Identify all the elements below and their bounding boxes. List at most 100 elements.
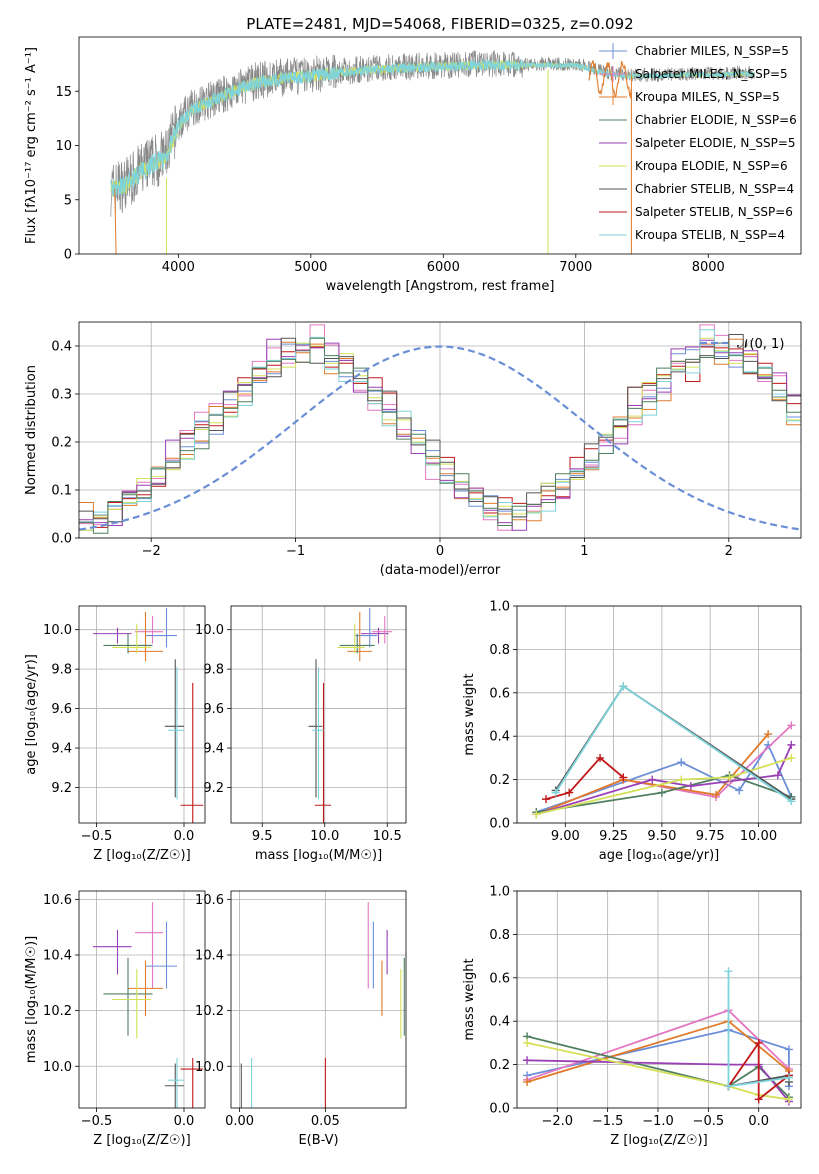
x-tick-label: 1 <box>580 544 588 559</box>
plus-marker <box>787 740 796 749</box>
histogram-series <box>79 337 801 531</box>
panel-5: 9.00 9.25 9.50 9.75 10.00 0.0 0.2 0.4 0.6 0.8 1.0 a… <box>462 600 802 863</box>
x-tick-label: −0.5 <box>693 1114 725 1129</box>
lines-group <box>532 682 796 819</box>
y-tick-label: 10 <box>55 139 72 154</box>
x-tick-label: 10.0 <box>310 829 339 844</box>
normal-curve <box>79 345 801 531</box>
axes-frame <box>230 890 407 1109</box>
y-tick-label: 15 <box>55 85 72 100</box>
legend-label: Chabrier STELIB, N_SSP=4 <box>635 182 794 196</box>
x-tick-label: 9.25 <box>599 829 628 844</box>
y-tick-label: 9.6 <box>51 702 72 717</box>
y-tick-label: 9.4 <box>51 742 72 757</box>
x-tick-label: 9.50 <box>647 829 676 844</box>
panel-2: −2 −1 0 1 2 0.0 0.1 0.2 0.3 0.4 (data-model)/error… <box>24 321 802 578</box>
x-tick-label: 9.75 <box>696 829 725 844</box>
plus-marker <box>787 753 796 762</box>
plus-marker <box>686 782 695 791</box>
x-axis-label: (data-model)/error <box>380 563 501 578</box>
spectrum-orange-segment <box>588 60 632 100</box>
y-tick-label: 9.6 <box>203 702 224 717</box>
spectrum-data-line <box>110 50 755 217</box>
axes-frame <box>78 890 206 1109</box>
y-tick-label: 10.2 <box>195 1004 224 1019</box>
plus-marker <box>754 1095 763 1104</box>
figure-title: PLATE=2481, MJD=54068, FIBERID=0325, z=0… <box>246 15 633 33</box>
y-axis-label: Flux [fλ10⁻¹⁷ erg cm⁻² s⁻¹ A⁻¹] <box>24 47 39 244</box>
plus-marker <box>754 1038 763 1047</box>
y-tick-label: 0.4 <box>489 1015 510 1030</box>
y-tick-label: 0.0 <box>489 817 510 832</box>
y-tick-label: 9.8 <box>203 663 224 678</box>
plus-marker <box>784 1073 793 1082</box>
y-tick-label: 9.8 <box>51 663 72 678</box>
plus-marker <box>532 810 541 819</box>
legend-label: Kroupa STELIB, N_SSP=4 <box>635 228 785 242</box>
series-line <box>526 1042 790 1101</box>
plus-marker <box>711 790 720 799</box>
histogram-group <box>79 324 801 534</box>
plus-marker <box>784 1095 793 1104</box>
errorbar-group <box>93 902 204 1108</box>
axes-frame <box>78 321 802 539</box>
y-tick-label: 10.2 <box>43 1004 72 1019</box>
plus-marker <box>724 967 733 976</box>
x-tick-label: −0.5 <box>81 829 113 844</box>
y-tick-label: 0.0 <box>489 1102 510 1117</box>
y-tick-label: 0.3 <box>51 388 72 403</box>
x-tick-label: 0.0 <box>174 829 195 844</box>
y-tick-label: 10.4 <box>43 948 72 963</box>
errorbar-group <box>240 902 405 1108</box>
x-axis-label: mass [log₁₀(M/M☉)] <box>255 848 382 863</box>
axes-frame <box>516 890 802 1109</box>
plus-marker <box>657 788 666 797</box>
plus-marker <box>619 682 628 691</box>
lines-group <box>523 967 793 1106</box>
plus-marker <box>523 1038 532 1047</box>
y-tick-label: 9.2 <box>51 781 72 796</box>
y-tick-label: 1.0 <box>489 600 510 615</box>
plus-marker <box>787 721 796 730</box>
plus-marker <box>677 758 686 767</box>
x-axis-label: Z [log₁₀(Z/Z☉)] <box>93 848 190 863</box>
axes-frame <box>516 605 802 824</box>
x-tick-label: 0.0 <box>174 1114 195 1129</box>
edge-drop <box>114 188 117 254</box>
plus-marker <box>551 788 560 797</box>
x-tick-label: 2 <box>725 544 733 559</box>
axes-frame <box>230 605 407 824</box>
plus-marker <box>523 1077 532 1086</box>
series-line <box>545 756 624 800</box>
x-tick-label: −0.5 <box>81 1114 113 1129</box>
plus-marker <box>677 775 686 784</box>
x-tick-label: 9.5 <box>252 829 273 844</box>
y-tick-label: 0.2 <box>489 1058 510 1073</box>
panel-3: −0.5 0.0 9.2 9.4 9.6 9.8 10.0 Z [log₁₀(Z/Z☉)] ag… <box>24 605 206 863</box>
plus-marker <box>619 773 628 782</box>
panel-1: 4000 5000 6000 7000 8000 0 5 10 15 wavelength [An… <box>24 36 802 294</box>
plus-marker <box>735 786 744 795</box>
y-axis-label: mass weight <box>462 673 477 755</box>
errorbar-group <box>93 607 204 823</box>
x-axis-label: age [log₁₀(age/yr)] <box>599 848 720 863</box>
y-tick-label: 1.0 <box>489 885 510 900</box>
errorbar-group <box>308 607 393 823</box>
plus-marker <box>724 1082 733 1091</box>
plus-marker <box>787 797 796 806</box>
plus-marker <box>565 788 574 797</box>
y-tick-label: 0.1 <box>51 484 72 499</box>
panel-8: −2.0 −1.5 −1.0 −0.5 0.0 0.0 0.2 0.4 0.6 0.8 1.0 Z [… <box>462 885 802 1148</box>
x-tick-label: 7000 <box>559 260 592 275</box>
panel-4: 9.5 10.0 10.5 9.2 9.4 9.6 9.8 10.0 mass [log₁₀(M… <box>195 605 407 863</box>
y-tick-label: 0.4 <box>489 730 510 745</box>
histogram-series <box>79 337 801 534</box>
y-tick-label: 0.6 <box>489 971 510 986</box>
x-tick-label: 10.00 <box>740 829 777 844</box>
axes-frame <box>78 605 206 824</box>
histogram-series <box>79 334 801 523</box>
plus-marker <box>648 775 657 784</box>
y-tick-label: 0.4 <box>51 340 72 355</box>
